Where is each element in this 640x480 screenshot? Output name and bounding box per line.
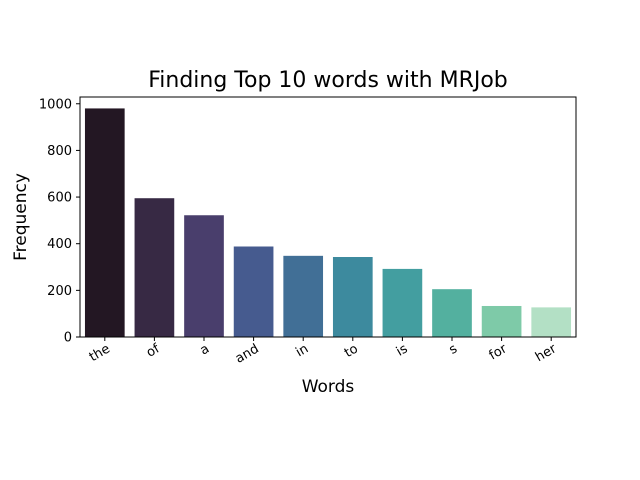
x-tick-label: for <box>487 341 511 363</box>
y-tick-label: 200 <box>47 284 72 299</box>
x-axis-label: Words <box>302 377 355 397</box>
chart-title: Finding Top 10 words with MRJob <box>148 68 508 93</box>
y-tick-label: 600 <box>47 191 72 206</box>
bar-is <box>382 268 423 337</box>
y-axis-label: Frequency <box>11 173 31 261</box>
bar-the <box>84 108 125 338</box>
x-tick-label: of <box>144 341 163 360</box>
bar-a <box>184 215 224 337</box>
x-tick-label: her <box>533 341 560 365</box>
x-tick-label: a <box>198 341 212 358</box>
y-tick-label: 800 <box>47 144 72 159</box>
y-tick-label: 400 <box>47 237 72 252</box>
bar-and <box>233 246 274 337</box>
x-tick-label: in <box>293 341 311 360</box>
x-tick-label: s <box>447 341 461 357</box>
bar-her <box>531 307 572 337</box>
plot-frame <box>79 96 577 338</box>
bar-of <box>134 198 175 337</box>
x-tick-label: and <box>233 341 262 366</box>
x-tick-label: is <box>394 341 411 359</box>
x-tick-label: the <box>87 341 113 365</box>
y-tick-label: 0 <box>64 331 72 346</box>
bar-to <box>332 257 373 337</box>
bar-for <box>481 305 522 337</box>
bar-in <box>283 255 324 337</box>
bar-s <box>432 289 472 337</box>
x-tick-label: to <box>342 341 361 361</box>
y-tick-label: 1000 <box>39 97 72 112</box>
plot-area: 0 200 400 600 800 1000 the of a and in to is s for her <box>39 97 572 367</box>
